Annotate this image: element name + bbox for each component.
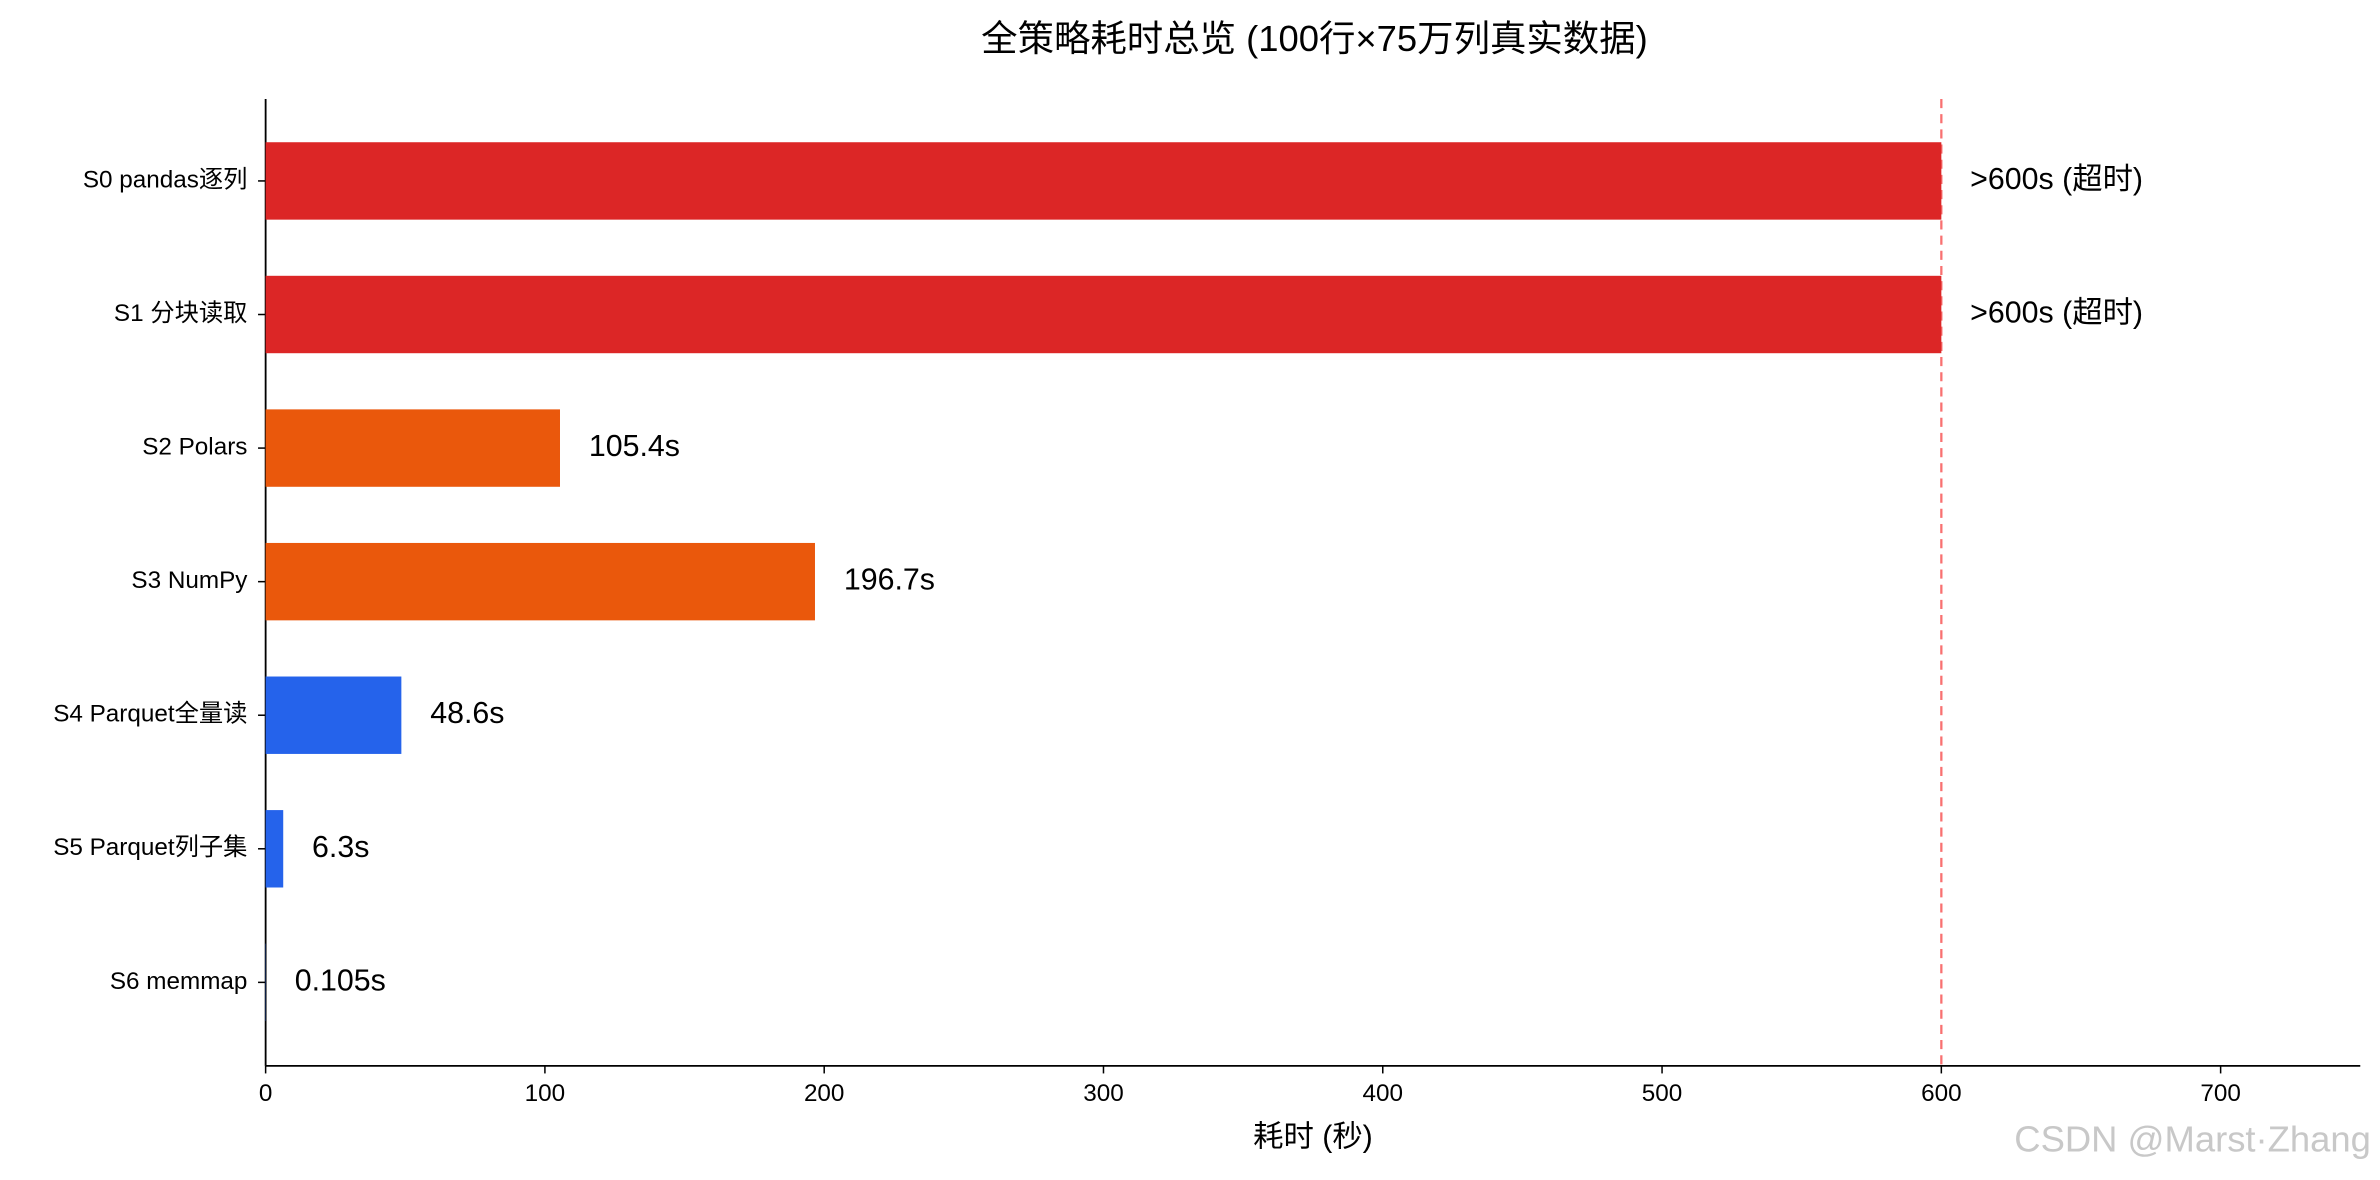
y-tick-label: S4 Parquet全量读 [53, 701, 247, 728]
chart-title: 全策略耗时总览 (100行×75万列真实数据) [981, 18, 1648, 59]
x-axis-label: 耗时 (秒) [1253, 1120, 1373, 1154]
bar [265, 676, 402, 754]
y-tick-label: S2 Polars [142, 433, 247, 460]
x-tick-label: 0 [259, 1080, 273, 1107]
y-tick-label: S0 pandas逐列 [83, 166, 248, 193]
bar [265, 142, 1942, 220]
bar [265, 542, 815, 621]
y-tick-label: S3 NumPy [131, 567, 248, 594]
x-tick-label: 600 [1921, 1080, 1962, 1107]
x-tick-label: 700 [2200, 1080, 2241, 1107]
value-label: 6.3s [312, 831, 369, 864]
value-label: 105.4s [589, 430, 680, 463]
bar [265, 810, 284, 888]
x-tick-label: 300 [1083, 1080, 1124, 1107]
bar [265, 409, 560, 487]
x-tick-label: 200 [804, 1080, 845, 1107]
value-label: 48.6s [430, 697, 504, 730]
x-tick-label: 100 [525, 1080, 566, 1107]
bar [265, 275, 1942, 354]
y-tick-label: S6 memmap [110, 968, 248, 995]
y-tick-label: S5 Parquet列子集 [53, 834, 247, 861]
watermark: CSDN @Marst·Zhang [2014, 1118, 2371, 1159]
value-label: >600s (超时) [1970, 162, 2143, 196]
value-label: 0.105s [295, 964, 386, 997]
y-tick-label: S1 分块读取 [114, 300, 247, 327]
value-label: 196.7s [844, 564, 935, 597]
x-tick-label: 400 [1363, 1080, 1404, 1107]
value-label: >600s (超时) [1970, 296, 2143, 330]
x-tick-label: 500 [1642, 1080, 1683, 1107]
